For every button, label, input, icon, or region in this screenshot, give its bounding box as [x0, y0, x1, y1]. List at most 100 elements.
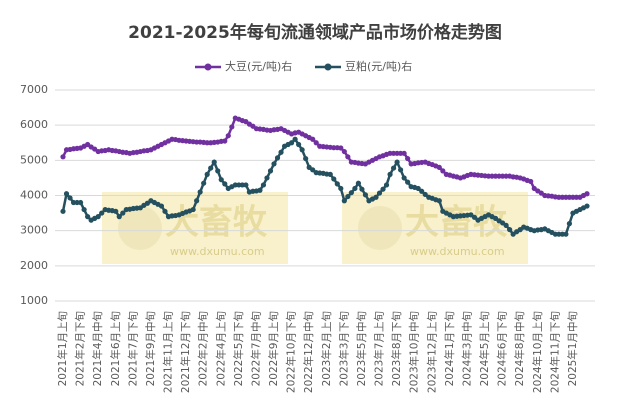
legend-label: 豆粕(元/吨)右: [345, 59, 412, 73]
x-tick-label: 2022年10月下旬: [285, 311, 298, 393]
data-point: [190, 206, 196, 213]
x-tick-label: 2021年2月下旬: [74, 311, 87, 386]
data-point: [376, 190, 383, 196]
x-tick-label: 2022年9月上旬: [267, 311, 280, 386]
data-point: [359, 186, 365, 192]
data-point: [348, 190, 354, 196]
data-point: [436, 164, 442, 170]
data-point: [60, 154, 66, 160]
legend-item: 大豆(元/吨)右: [195, 59, 292, 73]
x-tick-label: 2022年7月中旬: [249, 311, 262, 386]
data-point: [373, 194, 379, 200]
data-point: [563, 231, 569, 237]
data-point: [398, 167, 404, 173]
data-point: [271, 161, 277, 167]
y-tick-label: 5000: [20, 153, 48, 166]
data-point: [338, 145, 344, 151]
data-point: [215, 168, 221, 174]
legend-marker: [324, 63, 332, 71]
data-point: [274, 155, 281, 161]
legend-item: 豆粕(元/吨)右: [315, 59, 412, 73]
x-tick-label: 2021年4月中旬: [91, 311, 104, 386]
x-tick-label: 2023年3月下旬: [337, 311, 350, 386]
x-tick-label: 2023年5月中旬: [355, 311, 368, 386]
x-tick-label: 2022年12月中旬: [302, 311, 315, 393]
data-point: [341, 148, 347, 155]
watermarks: 大畜牧 www.dxumu.com 大畜牧 www.dxumu.com: [102, 192, 528, 264]
x-tick-label: 2022年5月下旬: [232, 311, 245, 386]
legend-marker: [204, 63, 212, 71]
data-point: [63, 191, 70, 197]
data-point: [338, 185, 344, 192]
data-point: [362, 192, 369, 198]
data-point: [288, 140, 295, 146]
data-point: [436, 198, 442, 204]
watermark-url: www.dxumu.com: [410, 245, 505, 258]
watermark-text: 大畜牧: [405, 203, 508, 243]
x-tick-label: 2024年11月下旬: [548, 311, 561, 393]
data-point: [299, 147, 305, 153]
y-tick-label: 3000: [20, 224, 48, 237]
data-point: [387, 171, 393, 177]
data-point: [267, 168, 274, 174]
data-point: [162, 208, 168, 214]
watermark-logo: [358, 206, 402, 250]
data-point: [211, 159, 217, 165]
data-point: [405, 179, 411, 185]
data-point: [243, 182, 249, 188]
x-tick-label: 2024年8月中旬: [513, 311, 526, 386]
data-point: [99, 210, 105, 216]
data-point: [355, 180, 362, 186]
data-point: [67, 195, 73, 201]
x-tick-label: 2024年1月下旬: [443, 311, 456, 386]
x-tick-label: 2023年2月上旬: [320, 311, 333, 386]
data-point: [471, 214, 478, 220]
x-tick-label: 2025年1月中旬: [566, 311, 579, 386]
data-point: [584, 191, 590, 197]
data-point: [345, 154, 351, 160]
data-point: [225, 133, 231, 139]
chart-title: 2021-2025年每旬流通领域产品市场价格走势图: [128, 22, 502, 43]
data-point: [383, 182, 390, 188]
x-tick-label: 2021年7月下旬: [126, 311, 139, 386]
data-point: [264, 175, 270, 181]
data-point: [507, 227, 513, 233]
x-tick-label: 2024年3月中旬: [460, 311, 473, 386]
data-point: [503, 222, 509, 228]
data-point: [401, 150, 407, 156]
data-point: [415, 185, 421, 192]
data-point: [313, 140, 319, 146]
x-tick-label: 2023年10月中旬: [408, 311, 421, 393]
x-tick-label: 2024年5月上旬: [478, 311, 491, 386]
data-point: [352, 185, 358, 192]
data-point: [201, 180, 207, 186]
data-point: [208, 165, 214, 171]
x-tick-label: 2021年1月上旬: [56, 311, 69, 386]
data-point: [390, 165, 397, 171]
data-point: [222, 138, 228, 144]
data-point: [60, 208, 66, 214]
data-point: [194, 198, 200, 204]
y-tick-label: 6000: [20, 118, 48, 131]
legend-label: 大豆(元/吨)右: [225, 59, 292, 73]
data-point: [158, 203, 165, 209]
data-point: [296, 141, 302, 148]
data-point: [303, 155, 309, 162]
data-point: [341, 198, 347, 204]
x-tick-label: 2023年12月上旬: [425, 311, 438, 393]
data-point: [278, 149, 284, 155]
data-point: [204, 171, 210, 177]
data-point: [380, 186, 386, 192]
data-point: [334, 181, 340, 187]
x-tick-label: 2021年9月中旬: [144, 311, 157, 386]
data-point: [331, 176, 337, 182]
data-point: [113, 208, 119, 214]
data-point: [310, 167, 316, 173]
data-point: [218, 177, 224, 183]
y-tick-label: 7000: [20, 83, 48, 96]
data-point: [81, 206, 87, 213]
data-point: [257, 187, 263, 193]
data-point: [401, 175, 407, 181]
x-tick-label: 2021年11月上旬: [162, 311, 175, 393]
